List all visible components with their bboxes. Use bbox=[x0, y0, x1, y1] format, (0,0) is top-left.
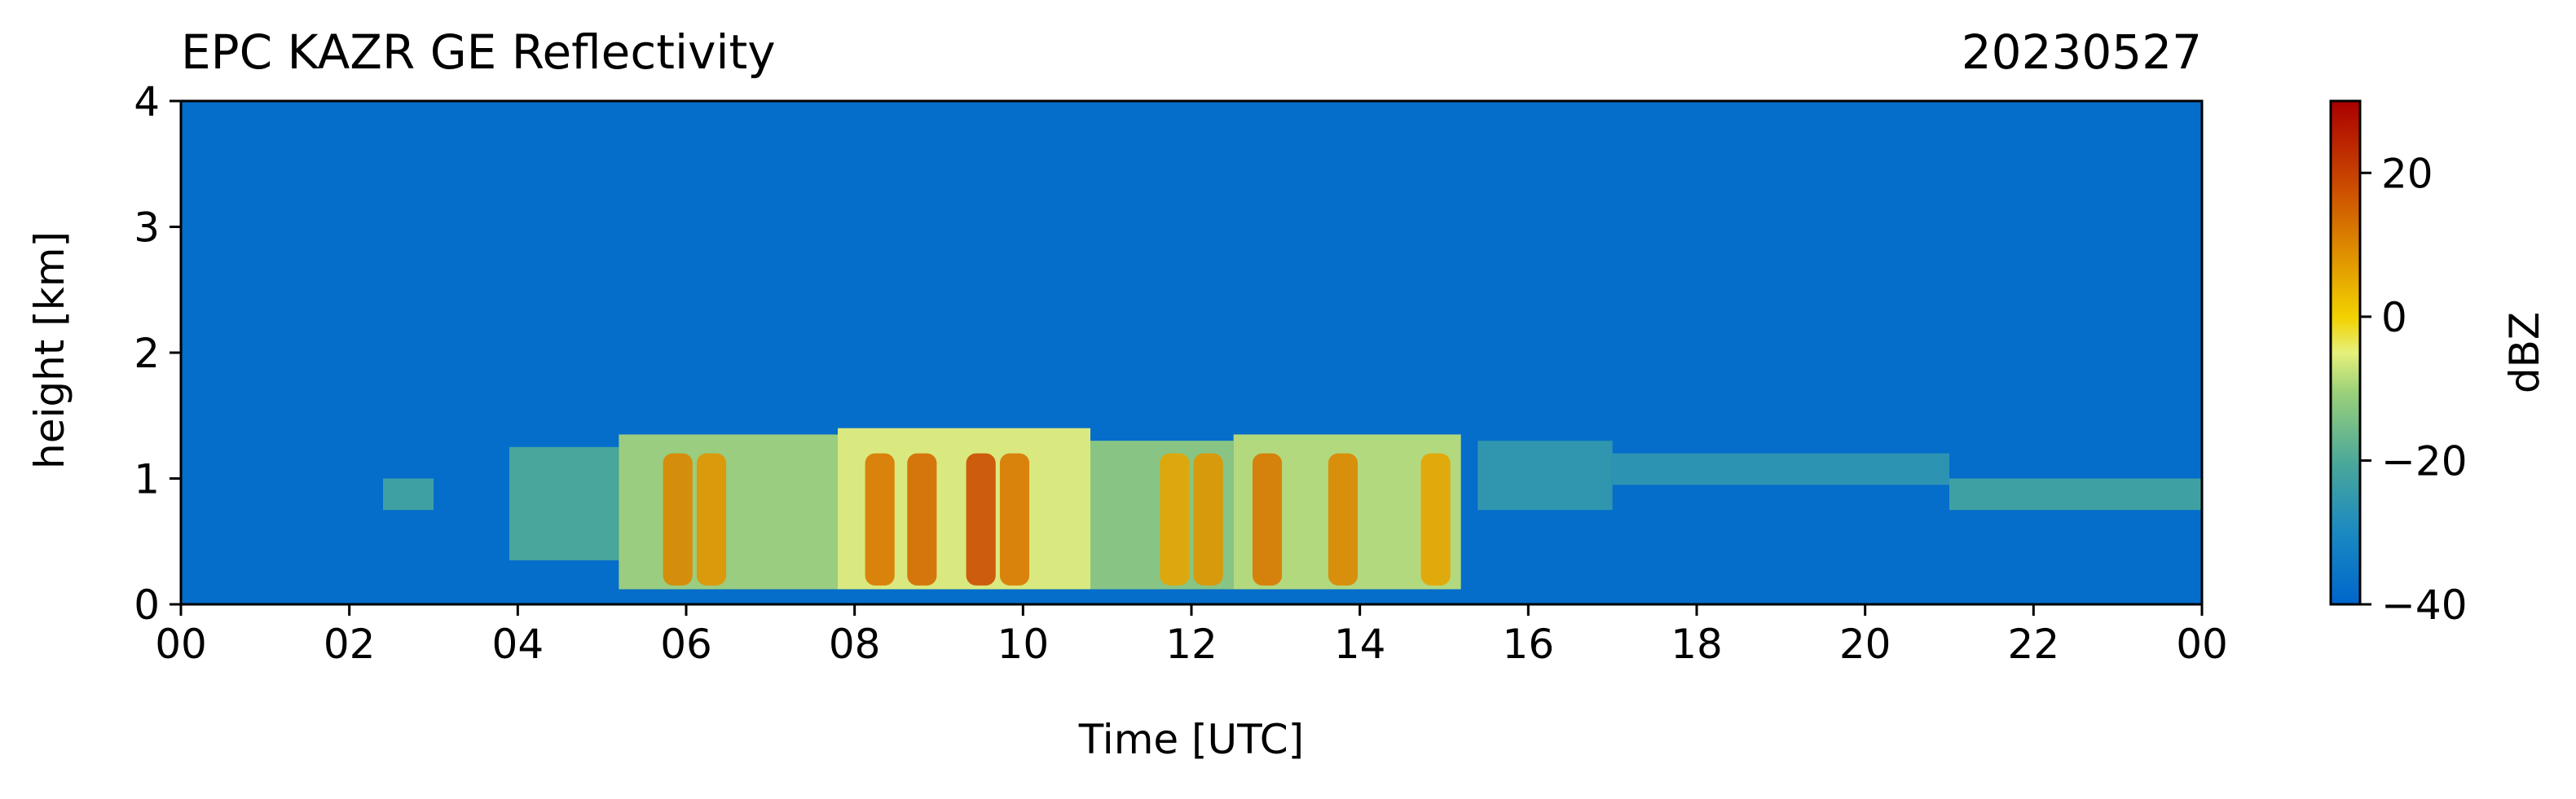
x-tick-label: 12 bbox=[1165, 621, 1218, 668]
colorbar bbox=[2329, 99, 2362, 606]
y-tick-label: 2 bbox=[134, 330, 160, 377]
x-tick-label: 18 bbox=[1671, 621, 1723, 668]
plot-area bbox=[179, 99, 2204, 606]
colorbar-ticks: 20 0 −20 −40 bbox=[2360, 150, 2468, 629]
y-tick-label: 1 bbox=[134, 456, 160, 503]
colorbar-tick-label: 0 bbox=[2381, 294, 2407, 341]
convective-core bbox=[696, 453, 727, 586]
colorbar-tick-label: 20 bbox=[2381, 150, 2433, 197]
convective-core bbox=[907, 453, 937, 586]
cloud-layer-cell bbox=[1477, 441, 1613, 511]
convective-core bbox=[663, 453, 693, 586]
x-tick-label: 06 bbox=[660, 621, 712, 668]
y-tick-label: 4 bbox=[134, 78, 160, 125]
x-tick-label: 08 bbox=[829, 621, 881, 668]
x-tick-label: 16 bbox=[1503, 621, 1555, 668]
y-tick-label: 0 bbox=[134, 582, 160, 629]
convective-core bbox=[1193, 453, 1223, 586]
chart-title: EPC KAZR GE Reflectivity bbox=[181, 24, 776, 80]
x-tick-label: 10 bbox=[997, 621, 1050, 668]
convective-core bbox=[966, 453, 996, 586]
convective-core bbox=[1328, 453, 1358, 586]
cloud-layer-cell bbox=[509, 446, 619, 560]
y-axis-label: height [km] bbox=[26, 231, 73, 469]
chart-date: 20230527 bbox=[1962, 24, 2202, 80]
colorbar-tick-label: −40 bbox=[2381, 582, 2468, 629]
x-tick-label: 00 bbox=[2176, 621, 2228, 668]
x-tick-label: 22 bbox=[2008, 621, 2060, 668]
x-axis-label: Time [UTC] bbox=[1078, 716, 1304, 763]
cloud-layer-cell bbox=[383, 478, 434, 511]
convective-core bbox=[1420, 453, 1451, 586]
y-axis: 0 1 2 3 4 bbox=[134, 78, 181, 629]
cloud-layer-cell bbox=[1612, 453, 1949, 485]
x-tick-label: 14 bbox=[1334, 621, 1386, 668]
convective-core bbox=[1160, 453, 1190, 586]
colorbar-label: dBZ bbox=[2501, 312, 2548, 393]
x-tick-label: 04 bbox=[492, 621, 544, 668]
cloud-layer-cell bbox=[1949, 478, 2202, 511]
convective-core bbox=[999, 453, 1030, 586]
x-tick-label: 02 bbox=[324, 621, 376, 668]
colorbar-tick-label: −20 bbox=[2381, 437, 2468, 485]
convective-core bbox=[865, 453, 895, 586]
convective-core bbox=[1252, 453, 1283, 586]
x-tick-label: 20 bbox=[1839, 621, 1891, 668]
x-tick-label: 00 bbox=[155, 621, 207, 668]
x-axis: 00 02 04 06 08 10 12 14 16 18 20 22 00 bbox=[155, 604, 2228, 668]
cloud-layer-cell bbox=[619, 434, 838, 590]
y-tick-label: 3 bbox=[134, 204, 160, 252]
